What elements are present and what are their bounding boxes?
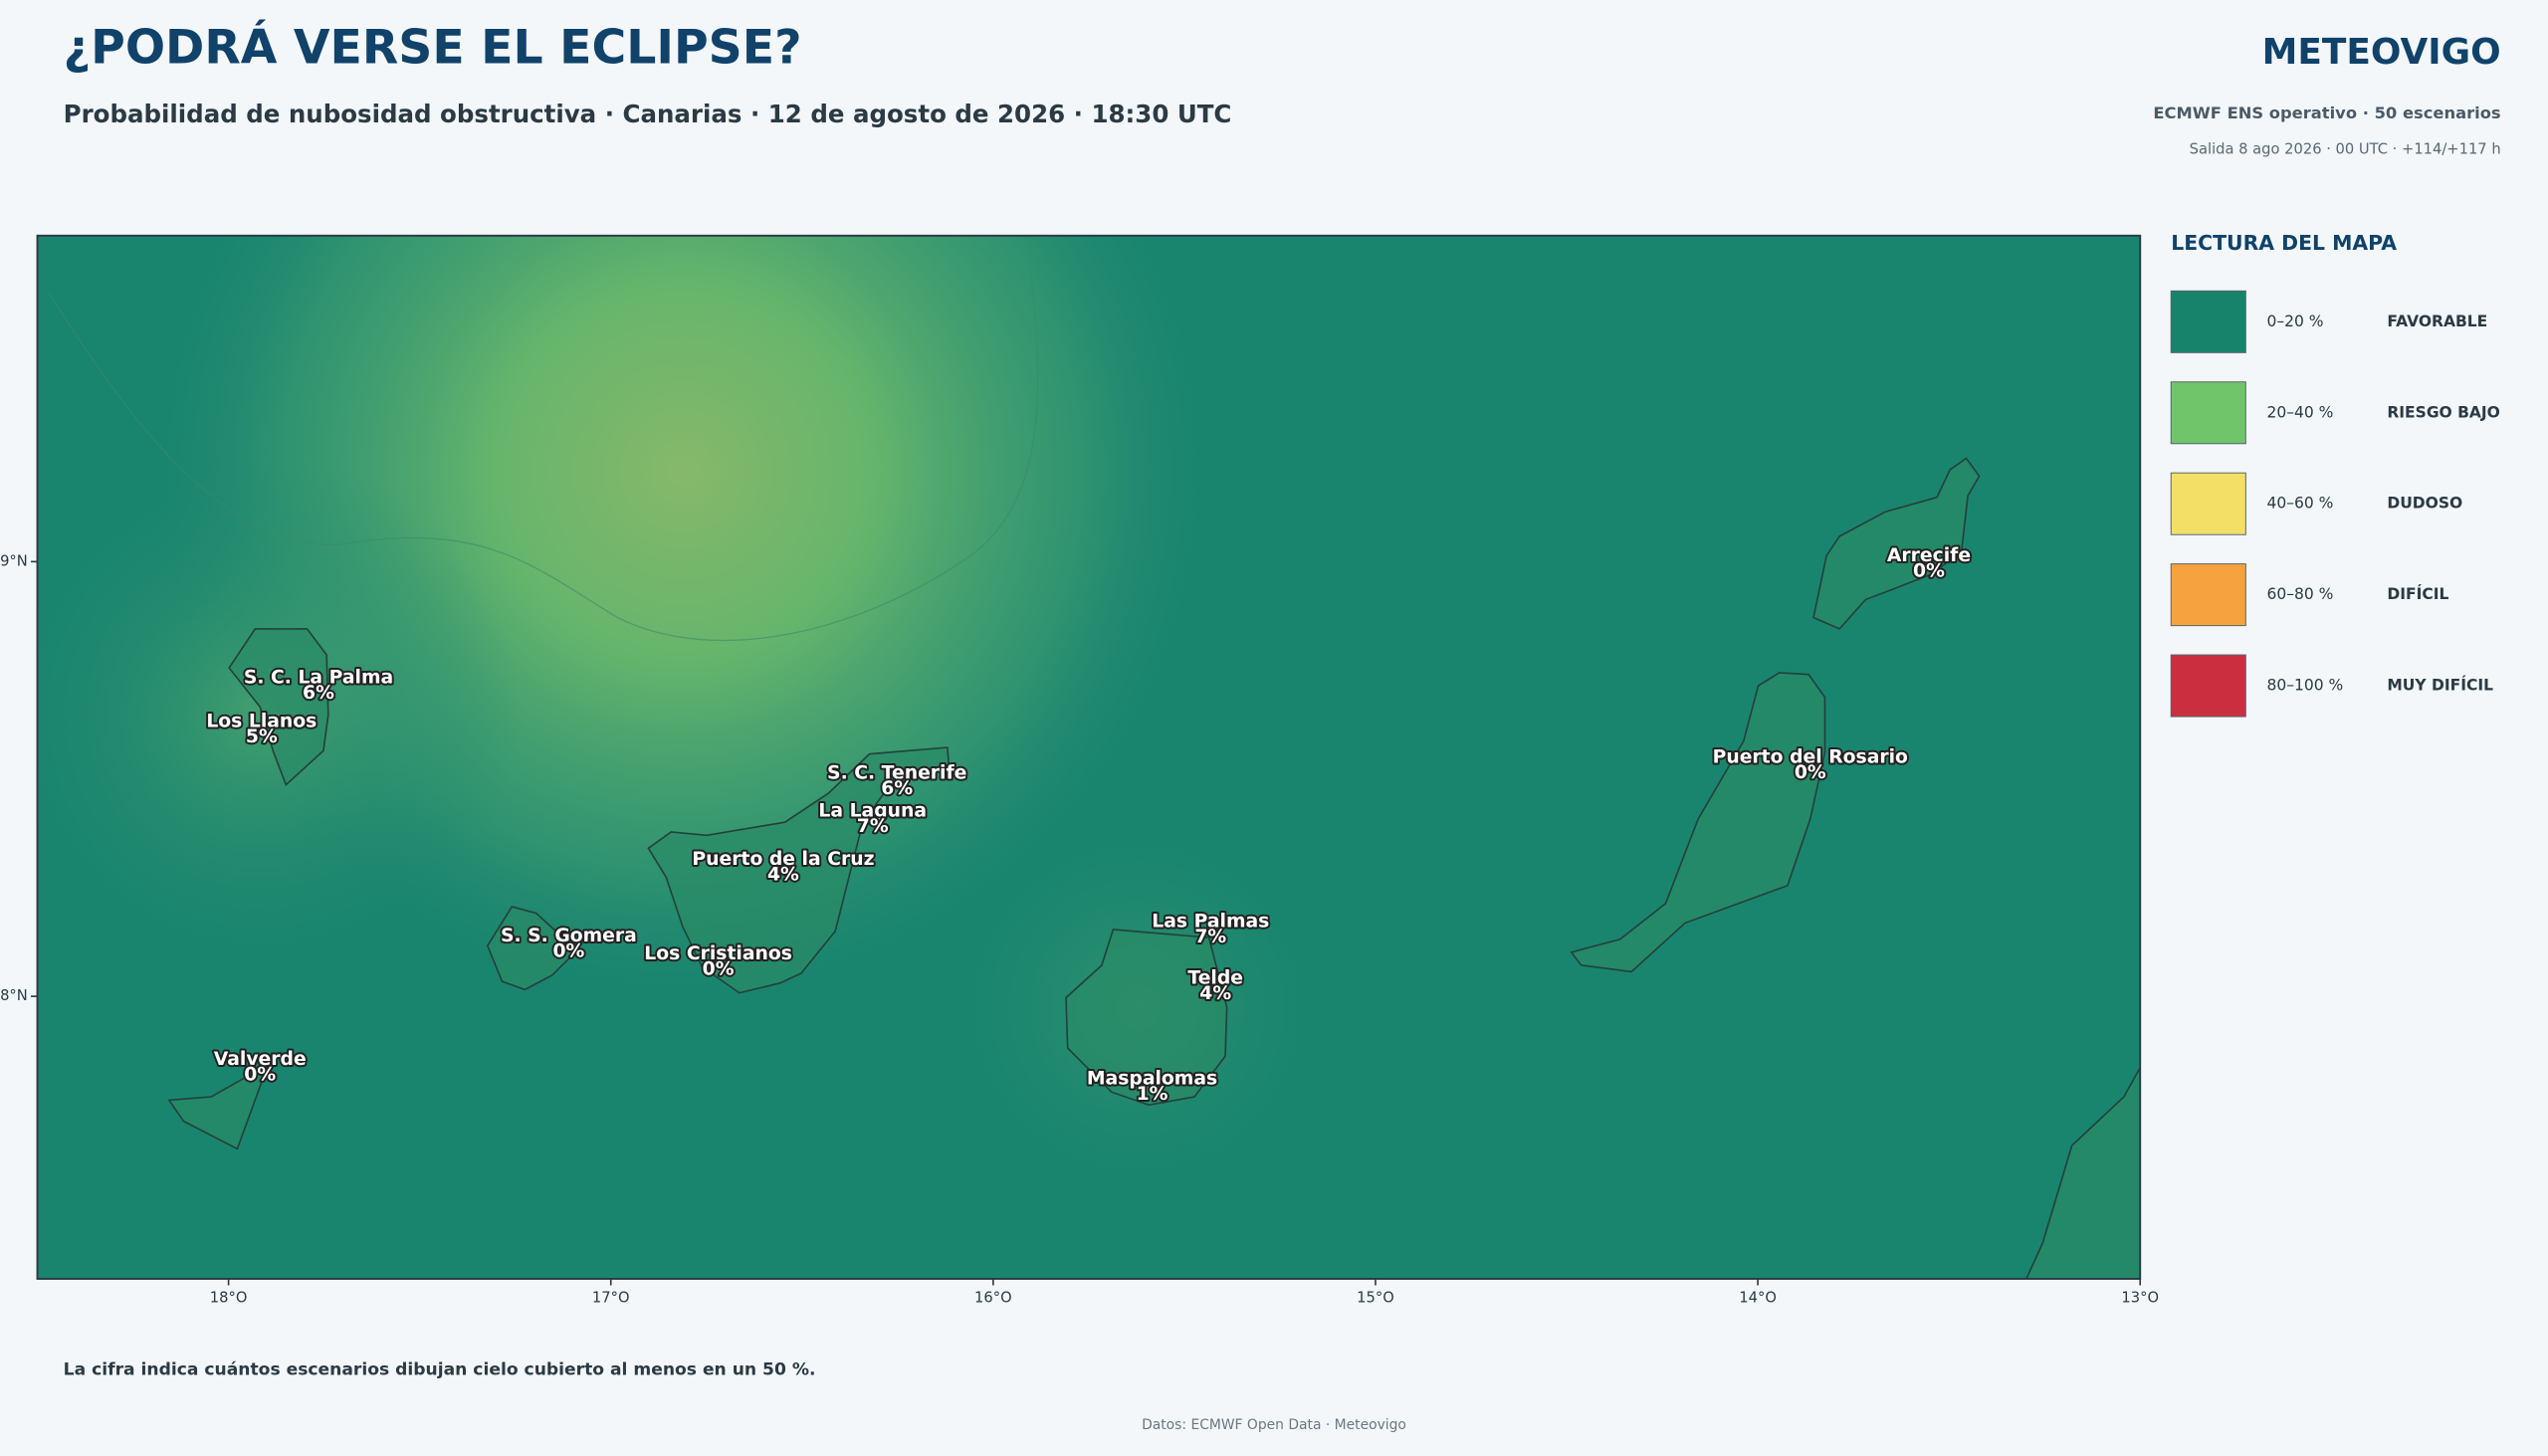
coast [2025,1066,2141,1279]
city-name: Puerto de la Cruz [692,849,874,870]
legend-range: 60–80 % [2267,585,2334,603]
city-name: Arrecife [1887,545,1971,566]
city-name: Los Cristianos [644,943,792,964]
legend-label: DIFÍCIL [2387,584,2448,603]
y-tick-label: 28°N [0,987,28,1004]
city-value: 0% [552,940,584,961]
city-name: Valverde [214,1049,307,1070]
legend-swatch [2170,472,2246,535]
legend-range: 80–100 % [2267,677,2344,695]
legend-swatch [2170,654,2246,718]
legend-range: 20–40 % [2267,403,2334,421]
run-info: Salida 8 ago 2026 · 00 UTC · +114/+117 h [2190,140,2501,157]
x-tick-label: 13°O [2121,1290,2159,1307]
island [1065,929,1228,1107]
y-tick-label: 29°N [0,552,28,569]
map-frame [36,234,2142,1280]
city-value: 6% [881,778,913,799]
city-value: 7% [1194,927,1226,947]
island [647,746,951,994]
city-name: S. S. Gomera [501,926,637,946]
city-name: Puerto del Rosario [1713,746,1908,767]
x-tick-label: 14°O [1739,1290,1777,1307]
city-name: La Laguna [818,800,927,821]
title: ¿PODRÁ VERSE EL ECLIPSE? [64,19,802,76]
city-value: 6% [303,683,334,704]
island [167,1062,270,1150]
island [1812,457,1981,630]
legend-label: FAVORABLE [2387,312,2487,330]
city-name: Las Palmas [1152,911,1269,932]
source: Datos: ECMWF Open Data · Meteovigo [1142,1417,1406,1433]
city-name: Telde [1187,967,1243,988]
legend-label: DUDOSO [2387,495,2462,513]
subtitle: Probabilidad de nubosidad obstructiva · … [64,100,1232,128]
legend-swatch [2170,381,2246,445]
island [228,628,329,787]
city-value: 0% [244,1065,276,1086]
city-name: S. C. Tenerife [827,763,966,784]
city-value: 4% [767,865,799,886]
model-info: ECMWF ENS operativo · 50 escenarios [2153,104,2500,122]
city-value: 0% [1913,560,1945,581]
city-name: Maspalomas [1087,1069,1217,1090]
city-value: 4% [1199,983,1231,1004]
legend-label: MUY DIFÍCIL [2387,676,2493,695]
contour [48,235,1039,642]
city-value: 0% [1795,762,1826,783]
legend-swatch [2170,563,2246,627]
islands [167,457,2141,1279]
brand: METEOVIGO [2262,32,2501,73]
x-tick-label: 16°O [974,1290,1012,1307]
legend-swatch [2170,290,2246,353]
city-value: 1% [1137,1084,1168,1105]
city-value: 0% [703,958,735,979]
x-tick-label: 17°O [592,1290,630,1307]
island [486,906,578,991]
legend-range: 40–60 % [2267,495,2334,513]
footnote: La cifra indica cuántos escenarios dibuj… [64,1359,816,1379]
x-tick-label: 15°O [1357,1290,1394,1307]
legend-range: 0–20 % [2267,312,2324,330]
city-value: 7% [857,816,889,837]
legend-title: LECTURA DEL MAPA [2171,231,2397,255]
x-tick-label: 18°O [210,1290,248,1307]
island [1570,672,1826,973]
city-name: S. C. La Palma [244,667,393,688]
city-value: 5% [246,727,278,747]
legend-label: RIESGO BAJO [2387,403,2500,421]
city-name: Los Llanos [206,711,317,731]
